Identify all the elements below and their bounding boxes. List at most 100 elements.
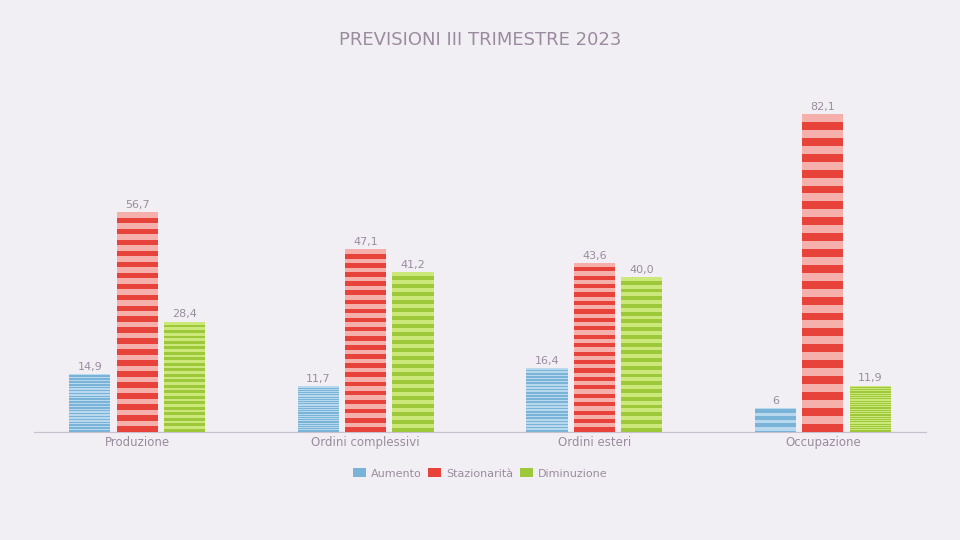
- Bar: [393, 348, 434, 352]
- Bar: [621, 404, 662, 408]
- Bar: [803, 289, 844, 296]
- Bar: [850, 392, 891, 393]
- Bar: [850, 418, 891, 419]
- Bar: [298, 389, 339, 390]
- Bar: [345, 386, 386, 390]
- Bar: [803, 416, 844, 424]
- Bar: [393, 388, 434, 392]
- Bar: [164, 344, 205, 347]
- Bar: [164, 429, 205, 431]
- Bar: [69, 374, 110, 375]
- Bar: [850, 396, 891, 397]
- Bar: [803, 217, 844, 225]
- Bar: [69, 390, 110, 392]
- Bar: [116, 372, 157, 377]
- Bar: [621, 331, 662, 335]
- Bar: [621, 300, 662, 304]
- Bar: [393, 424, 434, 428]
- Bar: [621, 339, 662, 343]
- Bar: [164, 377, 205, 380]
- Bar: [116, 311, 157, 316]
- Bar: [621, 285, 662, 288]
- Bar: [621, 401, 662, 404]
- Bar: [850, 420, 891, 421]
- Bar: [574, 296, 615, 301]
- Bar: [850, 401, 891, 402]
- Bar: [393, 332, 434, 336]
- Bar: [526, 422, 567, 424]
- Bar: [755, 409, 796, 410]
- Bar: [526, 411, 567, 413]
- Bar: [393, 320, 434, 324]
- Bar: [69, 414, 110, 416]
- Bar: [393, 400, 434, 404]
- Bar: [116, 388, 157, 393]
- Bar: [574, 272, 615, 275]
- Bar: [621, 424, 662, 428]
- Bar: [850, 425, 891, 426]
- Bar: [574, 335, 615, 339]
- Bar: [755, 417, 796, 418]
- Bar: [526, 373, 567, 375]
- Bar: [850, 417, 891, 418]
- Bar: [393, 336, 434, 340]
- Bar: [803, 114, 844, 122]
- Bar: [803, 400, 844, 408]
- Bar: [755, 415, 796, 416]
- Bar: [803, 257, 844, 265]
- Bar: [621, 350, 662, 354]
- Bar: [69, 377, 110, 379]
- Bar: [116, 245, 157, 251]
- Bar: [69, 423, 110, 424]
- Bar: [574, 377, 615, 381]
- Bar: [393, 420, 434, 424]
- Bar: [298, 416, 339, 417]
- Bar: [850, 423, 891, 425]
- Bar: [69, 388, 110, 390]
- Bar: [621, 312, 662, 315]
- Bar: [345, 414, 386, 418]
- Bar: [69, 396, 110, 397]
- Bar: [69, 430, 110, 431]
- Bar: [164, 418, 205, 421]
- Bar: [164, 404, 205, 407]
- Bar: [755, 418, 796, 419]
- Bar: [116, 316, 157, 322]
- Bar: [803, 186, 844, 193]
- Bar: [393, 364, 434, 368]
- Bar: [621, 374, 662, 377]
- Text: 43,6: 43,6: [582, 251, 607, 261]
- Bar: [116, 306, 157, 311]
- Bar: [164, 322, 205, 325]
- Bar: [298, 411, 339, 413]
- Text: 40,0: 40,0: [630, 265, 654, 274]
- Bar: [116, 421, 157, 426]
- Bar: [345, 263, 386, 268]
- Bar: [164, 360, 205, 363]
- Text: 16,4: 16,4: [535, 356, 560, 366]
- Bar: [621, 416, 662, 420]
- Bar: [850, 399, 891, 400]
- Bar: [69, 426, 110, 427]
- Bar: [69, 429, 110, 430]
- Bar: [526, 394, 567, 395]
- Bar: [850, 390, 891, 391]
- Bar: [69, 416, 110, 417]
- Bar: [803, 368, 844, 376]
- Bar: [803, 122, 844, 130]
- Bar: [69, 406, 110, 407]
- Bar: [345, 291, 386, 295]
- Bar: [345, 418, 386, 422]
- Bar: [621, 304, 662, 308]
- Bar: [621, 362, 662, 366]
- Bar: [345, 409, 386, 414]
- Bar: [803, 305, 844, 313]
- Bar: [574, 394, 615, 398]
- Bar: [298, 401, 339, 402]
- Bar: [298, 400, 339, 401]
- Bar: [345, 390, 386, 395]
- Bar: [574, 423, 615, 428]
- Bar: [803, 384, 844, 392]
- Bar: [803, 146, 844, 154]
- Bar: [345, 404, 386, 409]
